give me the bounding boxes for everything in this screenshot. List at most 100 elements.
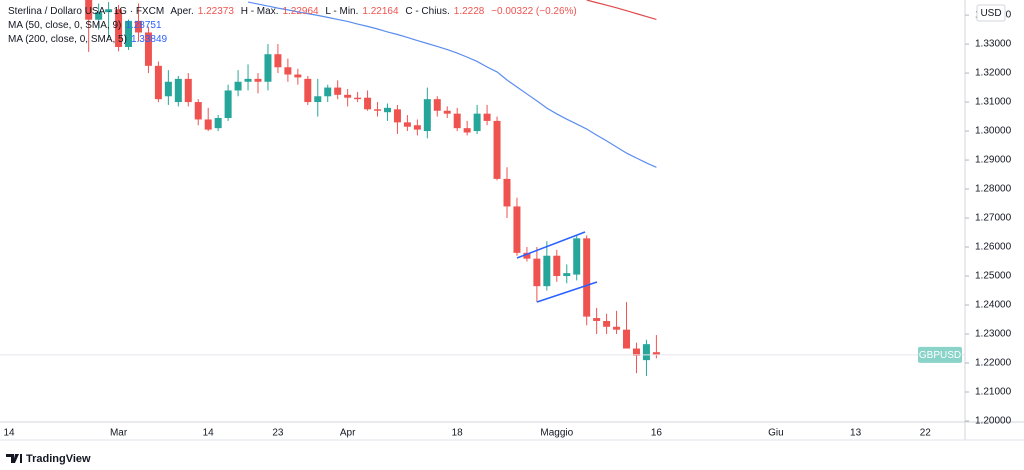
axes: 1.20000 1.21000 1.22000 1.23000 1.24000 1.250…	[3, 10, 1011, 439]
y-tick-label: 1.25000	[975, 271, 1012, 282]
x-tick-label: 22	[920, 428, 932, 439]
candle-body	[642, 344, 650, 361]
candle-body	[354, 97, 362, 100]
candle-body	[533, 258, 541, 287]
ohlc-value: 1.22964	[282, 6, 319, 17]
x-tick-label: Giu	[768, 428, 784, 439]
candle-body	[443, 110, 451, 114]
candle-body	[334, 87, 342, 95]
ohlc-value: 1.22373	[197, 6, 234, 17]
ohlc-value: 1.22164	[362, 6, 399, 17]
y-tick-label: 1.28000	[975, 184, 1012, 195]
candle-body	[393, 109, 401, 123]
candle-body	[364, 97, 372, 110]
x-tick-label: 16	[651, 428, 663, 439]
symbol-title: Sterlina / Dollaro USA · 1G · FXCM	[8, 6, 165, 17]
candle-body	[632, 348, 640, 356]
currency[interactable]: USD	[980, 8, 1001, 19]
candle-body	[583, 238, 591, 317]
y-tick-label: 1.26000	[975, 242, 1012, 253]
candle-body	[314, 96, 322, 103]
symbol-tag	[918, 346, 962, 363]
y-tick-label: 1.32000	[975, 68, 1012, 79]
candle-body	[95, 12, 103, 20]
candle-body	[413, 125, 421, 130]
ohlc-label: Aper.	[170, 6, 194, 17]
candle-body	[85, 0, 93, 20]
candle-body	[115, 9, 123, 47]
candle-body	[324, 87, 332, 97]
legend-row: MA (200, close, 0, SMA, 5) 1.33849	[8, 33, 581, 47]
candle-body	[403, 122, 411, 127]
y-tick-label: 1.22000	[975, 358, 1012, 369]
x-tick-label: 23	[272, 428, 284, 439]
candle-body	[284, 67, 292, 75]
x-tick-label: 13	[850, 428, 862, 439]
candle-body	[194, 102, 202, 120]
x-tick-label: 14	[203, 428, 215, 439]
candle-body	[383, 107, 391, 113]
logo-icon	[6, 454, 22, 463]
candle-body	[513, 206, 521, 253]
candle-body	[593, 318, 601, 321]
trendline	[536, 281, 598, 303]
candle-body	[154, 65, 162, 100]
candle-body	[563, 273, 571, 277]
legend-row: Sterlina / Dollaro USA · 1G · FXCM Aper.…	[8, 5, 581, 19]
candle-body	[344, 94, 352, 98]
candle-body	[214, 118, 222, 129]
candle-body	[573, 238, 581, 275]
candle-body	[374, 109, 382, 111]
candle-body	[274, 54, 282, 68]
y-tick-label: 1.20000	[975, 416, 1012, 427]
ma-name: MA (50, close, 0, SMA, 9)	[8, 20, 122, 31]
candle-body	[304, 78, 312, 103]
candle-body	[244, 78, 252, 82]
candle-body	[125, 20, 133, 47]
change: −0.00322 (−0.26%)	[491, 6, 577, 17]
y-tick-label: 1.30000	[975, 126, 1012, 137]
ohlc-label: C - Chius.	[405, 6, 450, 17]
ohlc-value: 1.2228	[453, 6, 485, 17]
candle-body	[234, 81, 242, 91]
ma-name: MA (200, close, 0, SMA, 5)	[8, 34, 127, 45]
candle-body	[453, 113, 461, 129]
candle-body	[184, 78, 192, 103]
legend-row: MA (50, close, 0, SMA, 9) 1.28751	[8, 19, 581, 33]
ma-value: 1.33849	[130, 34, 168, 45]
candle-body	[174, 78, 182, 103]
currency-box[interactable]	[976, 4, 1006, 22]
ma-value: 1.28751	[125, 20, 162, 31]
candle-body	[433, 99, 441, 111]
y-tick-label: 1.24000	[975, 300, 1012, 311]
y-tick-label: 1.23000	[975, 329, 1012, 340]
moving-average-line	[586, 0, 657, 21]
ohlc-label: H - Max.	[240, 6, 279, 17]
brand: TradingView	[26, 453, 91, 465]
candle-body	[164, 81, 172, 97]
candle-body	[144, 32, 152, 66]
x-tick-label: Apr	[340, 428, 356, 439]
candle-body	[523, 252, 531, 259]
legend: Sterlina / Dollaro USA · 1G · FXCM Aper.…	[8, 5, 581, 47]
candle-body	[652, 352, 660, 355]
candle-body	[294, 74, 302, 78]
moving-average-line	[247, 1, 657, 168]
candle-body	[473, 113, 481, 132]
x-tick-label: 18	[452, 428, 464, 439]
symbol-tag-label: GBPUSD	[919, 350, 961, 361]
candle-body	[483, 113, 491, 121]
plot-area	[0, 0, 965, 377]
y-tick-label: 1.21000	[975, 387, 1012, 398]
candle-body	[623, 329, 631, 349]
candle-body	[134, 20, 142, 33]
y-tick-label: 1.27000	[975, 213, 1012, 224]
candle-body	[553, 255, 561, 277]
x-tick-label: Maggio	[540, 428, 573, 439]
candle-body	[204, 119, 212, 130]
candle-body	[603, 320, 611, 327]
candle-body	[543, 255, 551, 287]
x-tick-label: Mar	[110, 428, 128, 439]
